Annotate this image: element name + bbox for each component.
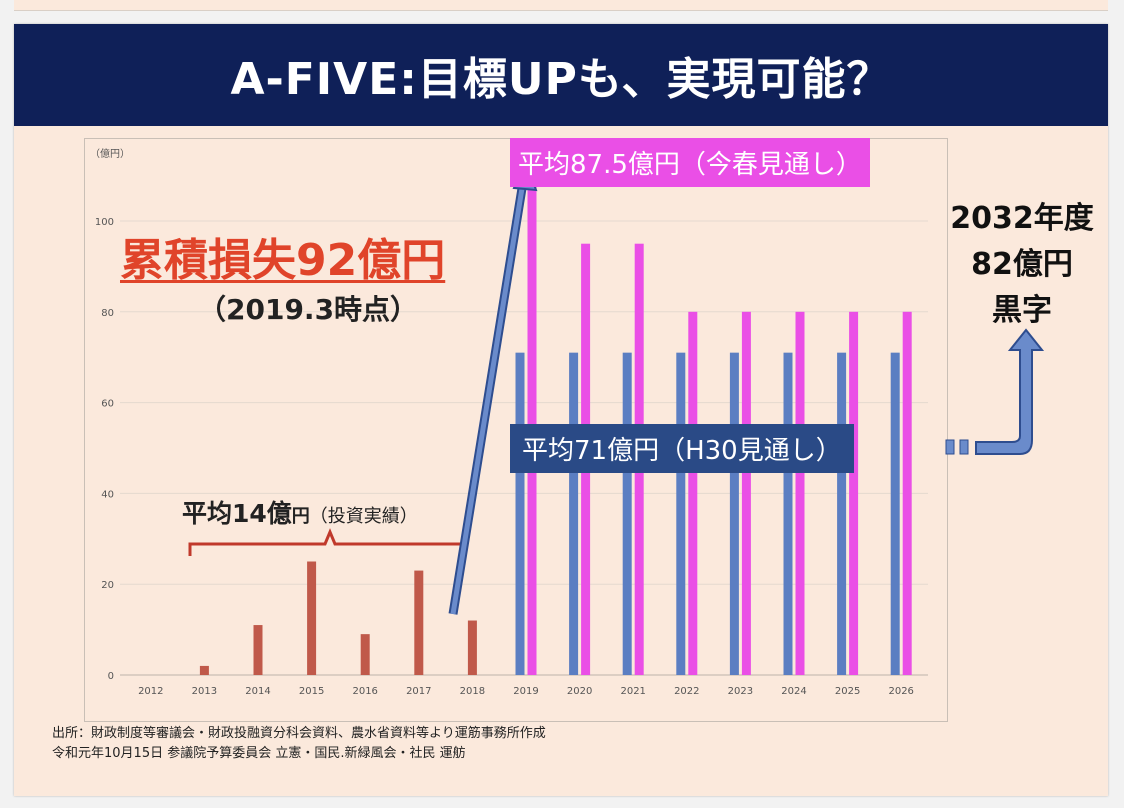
- bar-actual-2013: [199, 665, 209, 675]
- x-tick-label: 2016: [352, 686, 377, 697]
- x-tick-label: 2014: [245, 686, 270, 697]
- x-tick-label: 2015: [299, 686, 324, 697]
- x-tick-label: 2019: [513, 686, 538, 697]
- h30-forecast-label: 平均71億円（H30見通し）: [510, 424, 854, 473]
- actual-average-label: 平均14億円（投資実績）: [182, 494, 418, 530]
- bar-h30-forecast-2020: [569, 352, 579, 675]
- cumulative-loss-date: （2019.3時点）: [198, 293, 419, 326]
- x-tick-label: 2025: [835, 686, 860, 697]
- bar-h30-forecast-2021: [622, 352, 632, 675]
- x-tick-label: 2024: [781, 686, 806, 697]
- actual-average-value: 平均14億: [182, 499, 292, 528]
- bar-spring-forecast-2022: [688, 311, 698, 675]
- x-tick-label: 2017: [406, 686, 431, 697]
- y-tick-label: 40: [101, 489, 114, 500]
- y-axis-unit: （億円）: [90, 149, 130, 160]
- bar-actual-2018: [467, 620, 477, 675]
- profit-forecast: 2032年度 82億円 黒字: [944, 196, 1100, 334]
- y-tick-label: 20: [101, 580, 114, 591]
- y-tick-label: 100: [95, 217, 114, 228]
- footnote: 出所：財政制度等審議会・財政投融資分科会資料、農水省資料等より運筋事務所作成 令…: [52, 724, 546, 764]
- actual-average-unit: 円: [291, 506, 310, 527]
- profit-forecast-year: 2032年度: [950, 201, 1094, 236]
- bar-actual-2016: [360, 634, 370, 675]
- y-tick-label: 80: [101, 308, 114, 319]
- profit-forecast-amount: 82億円: [971, 247, 1073, 282]
- bar-actual-2015: [307, 561, 317, 675]
- y-tick-label: 0: [108, 671, 114, 682]
- slide-title: A-FIVE:目標UPも、実現可能？: [230, 54, 892, 105]
- spring-forecast-label: 平均87.5億円（今春見通し）: [510, 138, 870, 187]
- cumulative-loss-title: 累積損失92億円: [120, 235, 446, 286]
- bar-h30-forecast-2026: [890, 352, 900, 675]
- x-tick-label: 2021: [620, 686, 645, 697]
- forecast-arrow: [945, 328, 1045, 455]
- bar-spring-forecast-2024: [795, 311, 805, 675]
- previous-slide-strip: [14, 0, 1108, 11]
- x-tick-label: 2026: [888, 686, 913, 697]
- footnote-context: 令和元年10月15日 参議院予算委員会 立憲・国民.新緑風会・社民 運舫: [52, 746, 466, 761]
- y-tick-label: 60: [101, 399, 114, 410]
- bar-h30-forecast-2019: [515, 352, 525, 675]
- x-tick-label: 2023: [728, 686, 753, 697]
- bar-h30-forecast-2025: [837, 352, 847, 675]
- x-tick-label: 2013: [192, 686, 217, 697]
- bar-actual-2017: [414, 570, 424, 675]
- x-tick-label: 2022: [674, 686, 699, 697]
- bar-h30-forecast-2022: [676, 352, 686, 675]
- bar-actual-2014: [253, 625, 263, 675]
- bar-h30-forecast-2023: [729, 352, 739, 675]
- x-tick-label: 2020: [567, 686, 592, 697]
- x-tick-label: 2012: [138, 686, 163, 697]
- x-tick-label: 2018: [460, 686, 485, 697]
- title-banner: A-FIVE:目標UPも、実現可能？: [14, 24, 1108, 126]
- bar-h30-forecast-2024: [783, 352, 793, 675]
- footnote-source: 出所：財政制度等審議会・財政投融資分科会資料、農水省資料等より運筋事務所作成: [52, 726, 546, 741]
- bar-spring-forecast-2026: [902, 311, 912, 675]
- actual-average-note: （投資実績）: [309, 506, 418, 527]
- profit-forecast-status: 黒字: [992, 293, 1052, 328]
- bar-spring-forecast-2023: [741, 311, 751, 675]
- actual-period-bracket: [188, 528, 464, 556]
- bar-spring-forecast-2025: [849, 311, 859, 675]
